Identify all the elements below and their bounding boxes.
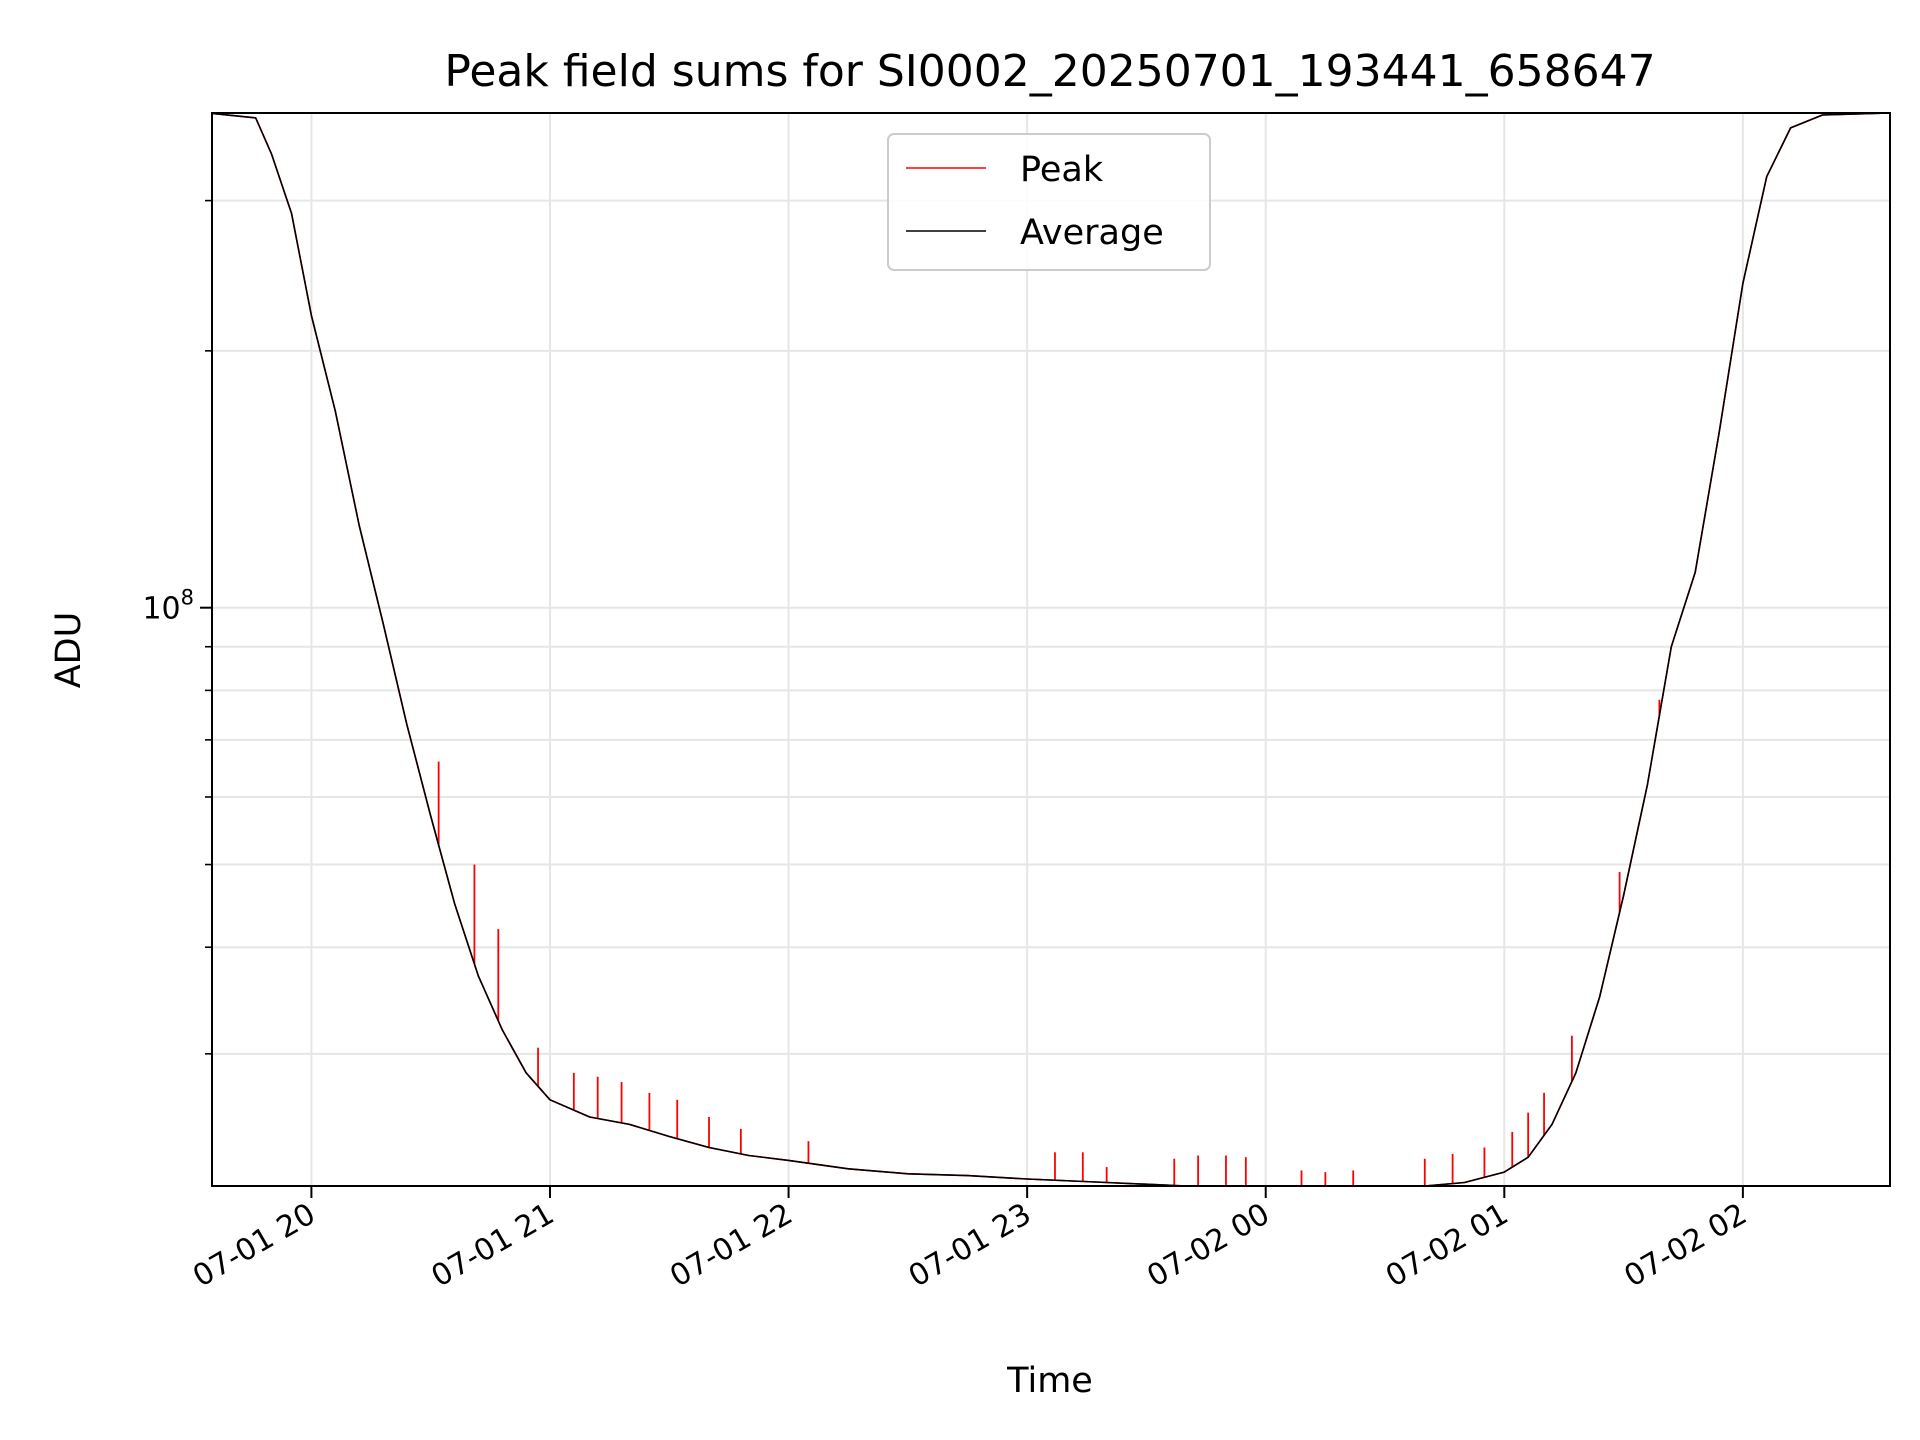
y-tick-label: 108 <box>142 586 194 627</box>
series-line-average <box>212 113 1890 1186</box>
series-layer <box>212 113 1890 1186</box>
legend: Peak Average <box>887 133 1211 271</box>
legend-label-peak: Peak <box>1020 150 1104 190</box>
legend-label-average: Average <box>1020 213 1164 253</box>
x-axis-label: Time <box>1006 1361 1093 1401</box>
chart-title: Peak field sums for SI0002_20250701_1934… <box>444 46 1655 97</box>
y-axis-label: ADU <box>49 612 89 689</box>
plot-frame <box>211 112 1891 1187</box>
grid <box>212 113 1890 1186</box>
